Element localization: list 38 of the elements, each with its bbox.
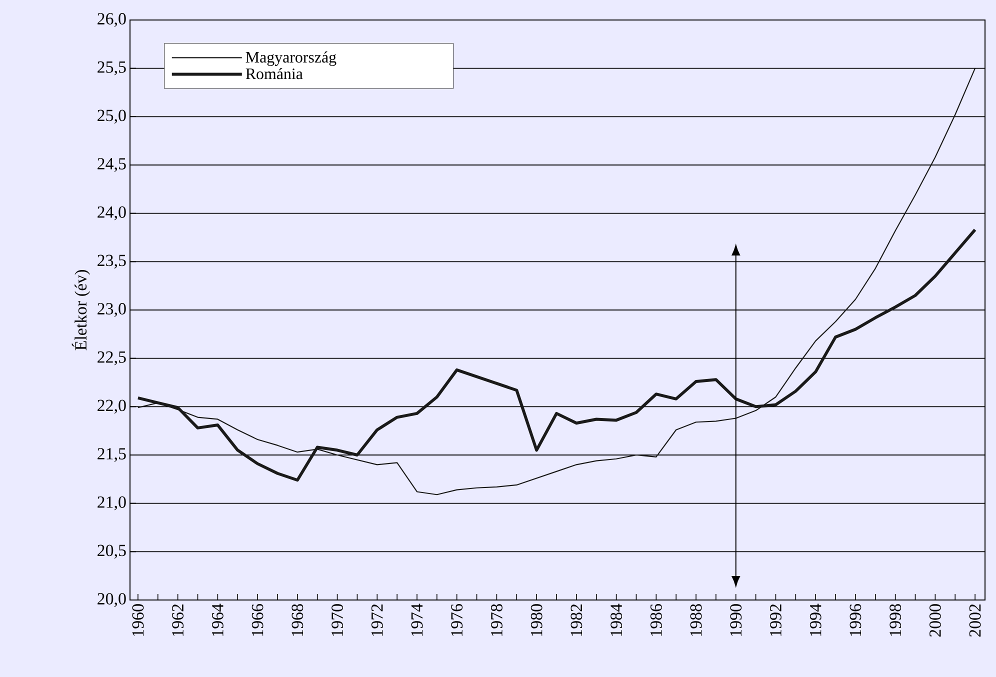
y-tick-label: 26,0 bbox=[98, 13, 126, 27]
x-tick-label: 2000 bbox=[929, 604, 941, 637]
x-tick-label: 1972 bbox=[371, 604, 383, 636]
x-tick-label: 1998 bbox=[890, 604, 902, 636]
x-tick-label: 2002 bbox=[969, 604, 981, 637]
y-tick-label: 25,0 bbox=[98, 110, 126, 124]
x-tick-label: 1970 bbox=[332, 604, 343, 636]
x-tick-label: 1986 bbox=[650, 604, 662, 636]
x-tick-label: 1974 bbox=[411, 604, 423, 636]
y-tick-label: 23,0 bbox=[98, 303, 126, 317]
y-tick-label: 22,0 bbox=[98, 400, 126, 414]
y-tick-label: 23,5 bbox=[98, 254, 126, 269]
legend-label: Magyarország bbox=[246, 51, 336, 66]
x-tick-label: 1988 bbox=[690, 604, 702, 636]
x-tick-label: 1960 bbox=[132, 604, 144, 636]
x-tick-label: 1976 bbox=[451, 604, 463, 636]
y-tick-label: 24,0 bbox=[98, 206, 126, 220]
x-tick-label: 1980 bbox=[530, 604, 542, 636]
x-tick-label: 1966 bbox=[252, 604, 264, 636]
x-tick-label: 1994 bbox=[810, 604, 822, 636]
y-tick-label: 24,5 bbox=[98, 158, 126, 172]
x-tick-label: 1968 bbox=[292, 604, 304, 636]
x-tick-label: 1962 bbox=[172, 604, 184, 636]
y-tick-label: 20,5 bbox=[98, 544, 126, 559]
x-tick-label: 1964 bbox=[212, 604, 224, 636]
x-tick-label: 1984 bbox=[610, 604, 622, 636]
y-tick-label: 21,0 bbox=[98, 496, 126, 510]
x-tick-label: 1990 bbox=[730, 604, 742, 636]
y-tick-label: 25,5 bbox=[98, 61, 126, 76]
y-tick-label: 20,0 bbox=[98, 593, 126, 607]
y-tick-label: 22,5 bbox=[98, 351, 126, 366]
x-tick-label: 1978 bbox=[491, 604, 502, 636]
x-tick-label: 1992 bbox=[770, 604, 782, 636]
legend-label: Románia bbox=[246, 68, 303, 80]
y-tick-label: 21,5 bbox=[98, 448, 126, 462]
x-tick-label: 1996 bbox=[850, 604, 862, 636]
x-tick-label: 1982 bbox=[570, 604, 582, 636]
y-axis-title: Életkor (év) bbox=[72, 270, 90, 350]
